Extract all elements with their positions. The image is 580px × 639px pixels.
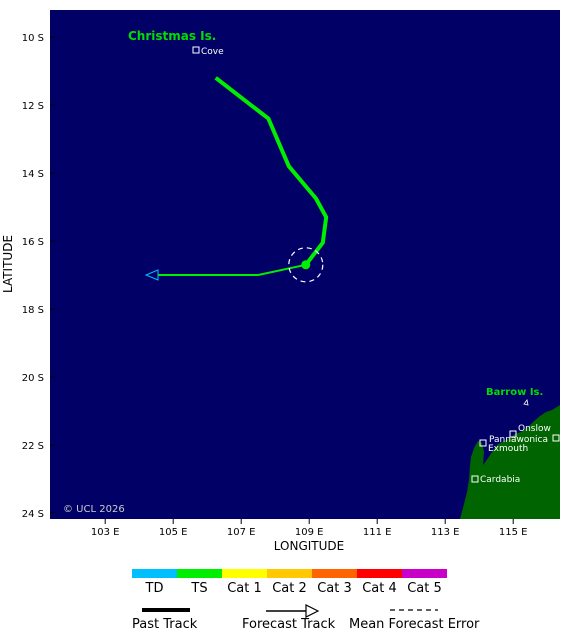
place-cove: Cove bbox=[201, 47, 224, 57]
lon-tick-label: 109 E bbox=[295, 527, 324, 538]
lon-tick-label: 105 E bbox=[159, 527, 188, 538]
legend-mean-error-label: Mean Forecast Error bbox=[349, 617, 480, 632]
lat-tick-label: 14 S bbox=[22, 169, 44, 180]
place-exmouth: Exmouth bbox=[488, 444, 528, 454]
category-swatch bbox=[132, 569, 177, 578]
lat-tick-label: 24 S bbox=[22, 509, 44, 520]
category-label: Cat 1 bbox=[227, 581, 262, 596]
lat-tick-label: 16 S bbox=[22, 237, 44, 248]
copyright-text: © UCL 2026 bbox=[63, 504, 125, 515]
mean-forecast-error-circle bbox=[288, 247, 324, 283]
longitude-ticks: 103 E 105 E 107 E 109 E 111 E 113 E 115 E bbox=[91, 519, 528, 538]
category-label: Cat 2 bbox=[272, 581, 307, 596]
onslow-marker bbox=[509, 430, 517, 438]
category-swatch bbox=[267, 569, 312, 578]
lat-tick-label: 22 S bbox=[22, 441, 44, 452]
category-swatch bbox=[312, 569, 357, 578]
latitude-ticks: 10 S 12 S 14 S 16 S 18 S 20 S 22 S 24 S bbox=[22, 33, 55, 520]
barrow-island-label: Barrow Is. bbox=[486, 387, 543, 398]
category-swatch bbox=[177, 569, 222, 578]
lat-tick-label: 12 S bbox=[22, 101, 44, 112]
lat-tick-label: 10 S bbox=[22, 33, 44, 44]
current-position-marker bbox=[301, 260, 311, 270]
barrow-island-shape bbox=[523, 399, 529, 406]
christmas-island-label: Christmas Is. bbox=[128, 29, 216, 43]
legend-forecast-arrow-icon bbox=[305, 604, 320, 618]
legend-past-track-label: Past Track bbox=[132, 617, 198, 632]
lon-tick-label: 107 E bbox=[227, 527, 256, 538]
category-color-bar: TD TS Cat 1 Cat 2 Cat 3 Cat 4 Cat 5 bbox=[132, 569, 447, 596]
place-onslow: Onslow bbox=[518, 424, 551, 434]
legend-forecast-track-label: Forecast Track bbox=[242, 617, 336, 632]
category-label: Cat 5 bbox=[407, 581, 442, 596]
cardabia-marker bbox=[471, 475, 479, 483]
lat-tick-label: 18 S bbox=[22, 305, 44, 316]
category-label: Cat 4 bbox=[362, 581, 397, 596]
place-cardabia: Cardabia bbox=[480, 475, 520, 485]
forecast-track-line bbox=[158, 263, 307, 276]
pannawonica-marker bbox=[552, 434, 560, 442]
past-track-line bbox=[214, 76, 329, 267]
category-swatch bbox=[402, 569, 447, 578]
australia-landmass bbox=[460, 405, 560, 519]
category-swatch bbox=[357, 569, 402, 578]
x-axis-title: LONGITUDE bbox=[274, 539, 344, 553]
y-axis-title: LATITUDE bbox=[1, 235, 15, 293]
category-label: Cat 3 bbox=[317, 581, 352, 596]
forecast-arrow-head bbox=[144, 269, 159, 281]
lat-tick-label: 20 S bbox=[22, 373, 44, 384]
lon-tick-label: 115 E bbox=[499, 527, 528, 538]
lon-tick-label: 113 E bbox=[431, 527, 460, 538]
exmouth-marker bbox=[479, 439, 487, 447]
place-pannawonica: Pannawonica bbox=[489, 435, 548, 445]
lon-tick-label: 103 E bbox=[91, 527, 120, 538]
category-label: TD bbox=[145, 581, 164, 596]
category-swatch bbox=[222, 569, 267, 578]
cove-marker bbox=[192, 46, 200, 54]
lon-tick-label: 111 E bbox=[363, 527, 392, 538]
category-label: TS bbox=[190, 581, 207, 596]
